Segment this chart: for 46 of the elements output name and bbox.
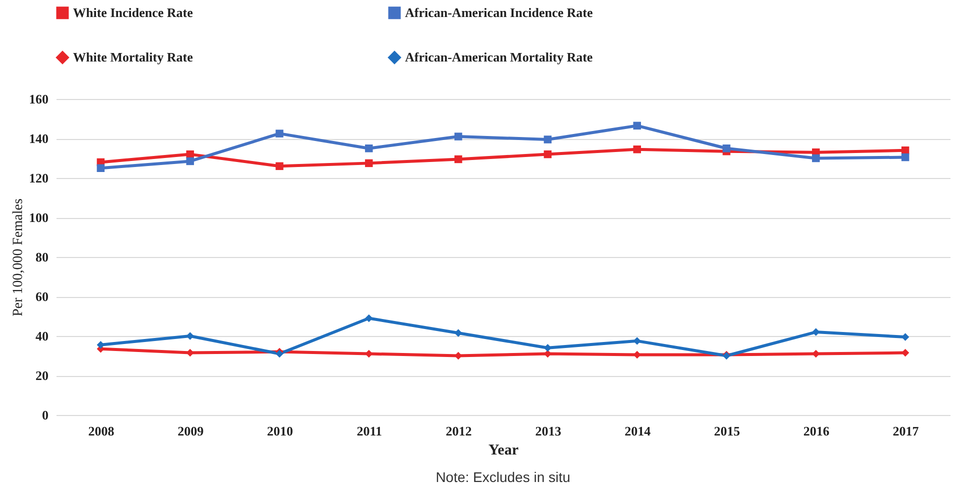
point <box>633 145 641 154</box>
x-tick-label: 2016 <box>803 424 830 438</box>
y-tick-label: 120 <box>29 170 48 186</box>
point <box>365 159 373 168</box>
x-tick-label: 2009 <box>178 424 204 438</box>
point <box>365 144 373 152</box>
point <box>901 153 910 162</box>
x-tick-label: 2010 <box>267 424 293 438</box>
y-tick-label: 140 <box>29 131 48 146</box>
point <box>276 162 284 170</box>
x-tick-label: 2012 <box>446 424 472 438</box>
y-tick-label: 100 <box>29 210 48 225</box>
y-tick-label: 60 <box>36 289 48 304</box>
point <box>544 150 552 158</box>
x-axis-title: Year <box>488 442 519 458</box>
x-tick-label: 2017 <box>892 424 920 438</box>
point <box>186 150 194 158</box>
point <box>96 164 105 172</box>
point <box>186 332 194 340</box>
point <box>454 155 462 164</box>
legend-label: White Incidence Rate <box>73 4 194 20</box>
legend-label: White Mortality Rate <box>73 50 194 64</box>
point <box>454 132 462 140</box>
point <box>186 157 194 166</box>
point <box>276 130 284 138</box>
x-tick-label: 2013 <box>535 424 562 438</box>
y-tick-label: 20 <box>36 368 48 383</box>
point <box>722 144 730 152</box>
point <box>633 337 641 345</box>
point <box>365 314 373 322</box>
x-tick-label: 2014 <box>624 424 652 438</box>
x-tick-label: 2015 <box>714 424 740 438</box>
y-tick-label: 160 <box>29 92 48 106</box>
legend-label: African-American Mortality Rate <box>405 50 593 64</box>
y-axis-title: Per 100,000 Females <box>11 198 26 316</box>
point <box>544 136 552 144</box>
x-tick-label: 2011 <box>356 424 382 438</box>
x-tick-label: 2008 <box>88 424 115 438</box>
legend-label: African-American Incidence Rate <box>405 4 593 20</box>
point <box>633 122 641 130</box>
y-tick-label: 40 <box>36 328 48 344</box>
point <box>812 154 820 162</box>
y-tick-label: 0 <box>42 408 48 422</box>
text: Note: Excludes in situ <box>436 469 570 485</box>
point <box>812 328 820 336</box>
y-tick-label: 80 <box>36 250 48 264</box>
